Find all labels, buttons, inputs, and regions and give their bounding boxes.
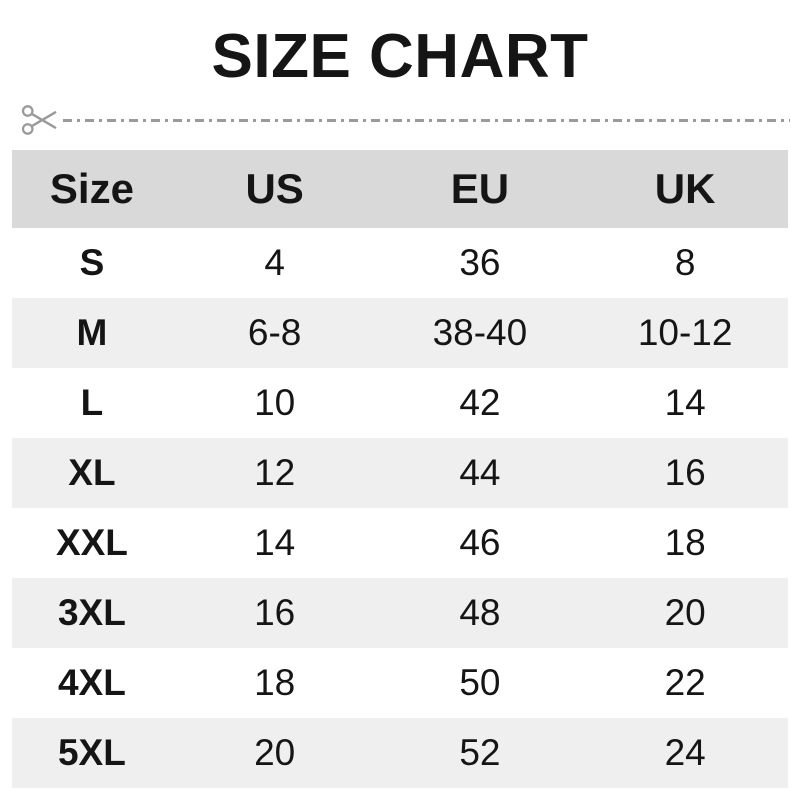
uk-cell: 22	[664, 662, 706, 703]
dash-dot-line	[63, 118, 790, 122]
uk-cell: 18	[664, 522, 706, 563]
header-row: Size US EU UK	[12, 150, 788, 228]
header-cell-uk: UK	[654, 165, 716, 212]
uk-cell: 20	[664, 592, 706, 633]
table-row-l: L 10 42 14	[12, 368, 788, 438]
us-cell: 16	[254, 592, 296, 633]
table-row-4xl: 4XL 18 50 22	[12, 648, 788, 718]
size-cell: 3XL	[57, 592, 126, 633]
scissors-icon	[21, 105, 57, 135]
size-cell: L	[80, 382, 104, 423]
eu-cell: 48	[459, 592, 501, 633]
size-cell: S	[79, 242, 105, 283]
us-cell: 10	[254, 382, 296, 423]
table-row-xxl: XXL 14 46 18	[12, 508, 788, 578]
page-title: SIZE CHART	[211, 22, 589, 91]
uk-cell: 8	[674, 242, 696, 283]
size-cell: XXL	[55, 522, 128, 563]
eu-cell: 36	[459, 242, 501, 283]
size-table: Size US EU UK S 4 36 8 M 6-8 38-40 10-12…	[12, 150, 788, 788]
size-cell: XL	[68, 452, 116, 493]
uk-cell: 14	[664, 382, 706, 423]
us-cell: 12	[254, 452, 296, 493]
eu-cell: 42	[459, 382, 501, 423]
us-cell: 20	[254, 732, 296, 773]
us-cell: 4	[264, 242, 285, 283]
table-row-3xl: 3XL 16 48 20	[12, 578, 788, 648]
table-row-xl: XL 12 44 16	[12, 438, 788, 508]
cut-line	[20, 102, 790, 138]
size-cell: 5XL	[57, 732, 126, 773]
size-cell: 4XL	[57, 662, 126, 703]
eu-cell: 46	[459, 522, 501, 563]
header-cell-eu: EU	[450, 165, 510, 212]
eu-cell: 38-40	[432, 312, 528, 353]
uk-cell: 24	[664, 732, 706, 773]
uk-cell: 10-12	[637, 312, 733, 353]
us-cell: 6-8	[247, 312, 302, 353]
table-row-s: S 4 36 8	[12, 228, 788, 298]
header-cell-size: Size	[49, 165, 134, 212]
table-row-5xl: 5XL 20 52 24	[12, 718, 788, 788]
eu-cell: 52	[459, 732, 501, 773]
size-cell: M	[76, 312, 108, 353]
uk-cell: 16	[664, 452, 706, 493]
header-cell-us: US	[245, 165, 304, 212]
eu-cell: 44	[459, 452, 501, 493]
us-cell: 14	[254, 522, 296, 563]
eu-cell: 50	[459, 662, 501, 703]
us-cell: 18	[254, 662, 296, 703]
table-row-m: M 6-8 38-40 10-12	[12, 298, 788, 368]
